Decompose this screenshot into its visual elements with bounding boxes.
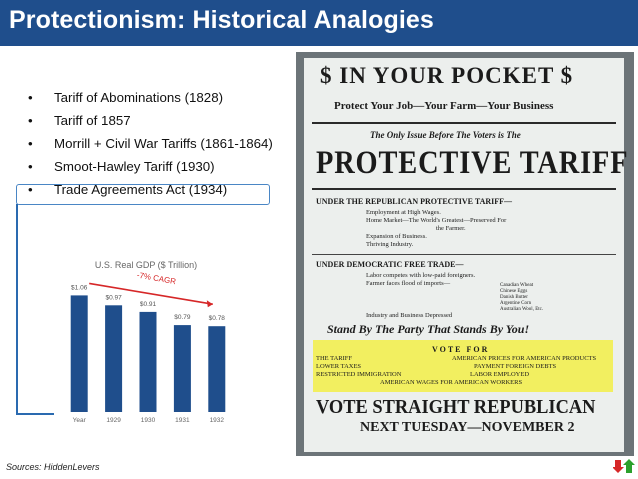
vote-for-label: VOTE FOR <box>432 345 490 354</box>
rep-item: the Farmer. <box>436 225 466 232</box>
bullet-text: Smoot-Hawley Tariff (1930) <box>54 159 215 174</box>
dem-header: UNDER DEMOCRATIC FREE TRADE— <box>316 260 464 269</box>
import-item: Australian Wool, Etc. <box>500 307 544 312</box>
vote-left-item: THE TARIFF <box>316 355 353 362</box>
bullet-item: • Trade Agreements Act (1934) <box>24 180 274 199</box>
bullet-text: Morrill + Civil War Tariffs (1861-1864) <box>54 136 273 151</box>
bar-Year <box>70 295 88 412</box>
vote-right-item: AMERICAN PRICES FOR AMERICAN PRODUCTS <box>452 355 597 362</box>
bullet-dot-icon: • <box>28 136 33 151</box>
poster-rule <box>312 122 616 124</box>
poster-issue-line: The Only Issue Before The Voters is The <box>370 130 521 140</box>
connector-line <box>16 204 18 414</box>
chart-title: U.S. Real GDP ($ Trillion) <box>95 260 197 270</box>
vote-bottom-item: AMERICAN WAGES FOR AMERICAN WORKERS <box>380 379 523 386</box>
poster-rule <box>312 188 616 190</box>
bullet-dot-icon: • <box>28 159 33 174</box>
bullet-dot-icon: • <box>28 90 33 105</box>
x-tick-label: 1929 <box>106 417 121 424</box>
connector-line <box>16 413 56 415</box>
bullet-text: Trade Agreements Act (1934) <box>54 182 228 197</box>
vote-right-item: PAYMENT FOREIGN DEBTS <box>474 363 557 370</box>
bullet-item: • Morrill + Civil War Tariffs (1861-1864) <box>24 134 274 153</box>
poster-subline: Protect Your Job—Your Farm—Your Business <box>334 100 554 112</box>
bullet-list: • Tariff of Abominations (1828) • Tariff o… <box>24 88 274 203</box>
bullet-dot-icon: • <box>28 113 33 128</box>
bullet-dot-icon: • <box>28 182 33 197</box>
rep-item: Expansion of Business. <box>366 233 427 240</box>
data-label: $0.78 <box>209 315 226 322</box>
cagr-annotation: -7% CAGR <box>136 270 177 286</box>
data-label: $0.91 <box>140 301 157 308</box>
import-item: Canadian Wheat <box>500 283 534 288</box>
vote-right-item: LABOR EMPLOYED <box>470 371 530 378</box>
import-item: Danish Butter <box>500 295 528 300</box>
poster-stand-line: Stand By The Party That Stands By You! <box>327 322 530 336</box>
poster-headline: $ IN YOUR POCKET $ <box>320 63 574 88</box>
vote-straight-line: VOTE STRAIGHT REPUBLICAN <box>316 396 596 418</box>
import-item: Chinese Eggs <box>500 289 528 294</box>
source-note: Sources: HiddenLevers <box>6 462 100 472</box>
slide-title: Protectionism: Historical Analogies <box>9 6 434 34</box>
data-label: $0.79 <box>174 314 191 321</box>
rep-item: Home Market—The World's Greatest—Preserv… <box>366 217 507 224</box>
bar-1930 <box>139 311 157 412</box>
bar-1929 <box>105 305 123 412</box>
bullet-item: • Tariff of 1857 <box>24 111 274 130</box>
bar-1931 <box>173 325 191 412</box>
rep-item: Employment at High Wages. <box>366 209 441 216</box>
bullet-item: • Smoot-Hawley Tariff (1930) <box>24 157 274 176</box>
gdp-chart: U.S. Real GDP ($ Trillion) $1.06 Year $0.9… <box>54 250 238 428</box>
x-tick-label: 1930 <box>141 417 156 424</box>
rep-header: UNDER THE REPUBLICAN PROTECTIVE TARIFF— <box>316 197 513 206</box>
data-label: $1.06 <box>71 284 88 291</box>
vote-left-item: RESTRICTED IMMIGRATION <box>316 371 402 378</box>
dem-item: Labor competes with low-paid foreigners. <box>366 272 476 279</box>
data-label: $0.97 <box>105 294 122 301</box>
bullet-text: Tariff of 1857 <box>54 113 131 128</box>
cagr-arrow <box>89 282 213 305</box>
hiddenlevers-arrows-icon <box>613 459 635 473</box>
next-tuesday-line: NEXT TUESDAY—NOVEMBER 2 <box>360 420 575 435</box>
poster-image <box>304 58 624 452</box>
title-divider <box>0 46 638 49</box>
vote-left-item: LOWER TAXES <box>316 363 362 370</box>
vote-highlight <box>313 340 613 392</box>
x-tick-label: 1932 <box>210 417 225 424</box>
poster-rule <box>312 254 616 255</box>
x-tick-label: 1931 <box>175 417 190 424</box>
bar-1932 <box>208 326 226 412</box>
highlight-box <box>16 184 270 205</box>
x-tick-label: Year <box>73 417 87 424</box>
gdp-bar-chart: U.S. Real GDP ($ Trillion) $1.06 Year $0.9… <box>70 260 226 424</box>
import-item: Argentine Corn <box>500 301 532 306</box>
bullet-text: Tariff of Abominations (1828) <box>54 90 224 105</box>
poster-protective-tariff: PROTECTIVE TARIFF <box>316 145 629 181</box>
dem-footer: Industry and Business Depressed <box>366 312 453 319</box>
bullet-item: • Tariff of Abominations (1828) <box>24 88 274 107</box>
cagr-arrow-head <box>206 300 213 308</box>
dem-item: Farmer faces flood of imports— <box>366 280 451 287</box>
rep-item: Thriving Industry. <box>366 241 414 248</box>
title-bar: Protectionism: Historical Analogies <box>0 0 638 46</box>
